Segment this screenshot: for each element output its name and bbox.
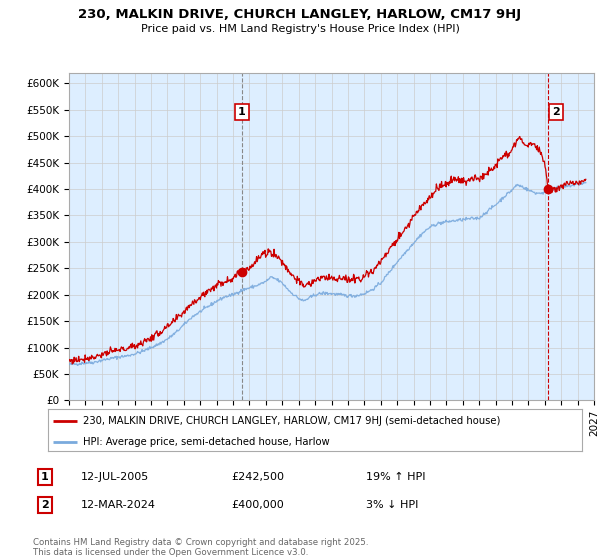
Text: 230, MALKIN DRIVE, CHURCH LANGLEY, HARLOW, CM17 9HJ: 230, MALKIN DRIVE, CHURCH LANGLEY, HARLO… [79, 8, 521, 21]
Text: 1: 1 [238, 107, 245, 117]
Text: 12-MAR-2024: 12-MAR-2024 [81, 500, 156, 510]
Text: 2: 2 [552, 107, 560, 117]
Text: 230, MALKIN DRIVE, CHURCH LANGLEY, HARLOW, CM17 9HJ (semi-detached house): 230, MALKIN DRIVE, CHURCH LANGLEY, HARLO… [83, 416, 500, 426]
Text: Contains HM Land Registry data © Crown copyright and database right 2025.
This d: Contains HM Land Registry data © Crown c… [33, 538, 368, 557]
Text: 3% ↓ HPI: 3% ↓ HPI [366, 500, 418, 510]
Text: Price paid vs. HM Land Registry's House Price Index (HPI): Price paid vs. HM Land Registry's House … [140, 24, 460, 34]
Text: £242,500: £242,500 [231, 472, 284, 482]
Text: 1: 1 [41, 472, 49, 482]
Text: 12-JUL-2005: 12-JUL-2005 [81, 472, 149, 482]
Text: HPI: Average price, semi-detached house, Harlow: HPI: Average price, semi-detached house,… [83, 437, 329, 446]
Text: 19% ↑ HPI: 19% ↑ HPI [366, 472, 425, 482]
Text: 2: 2 [41, 500, 49, 510]
Text: £400,000: £400,000 [231, 500, 284, 510]
